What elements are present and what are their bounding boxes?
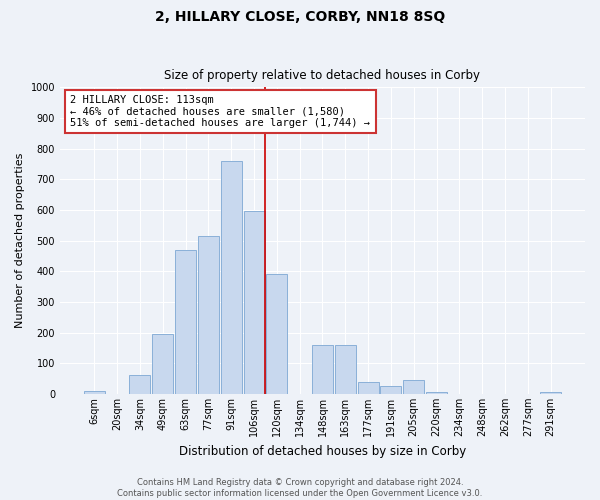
Bar — [130, 376, 151, 394]
Y-axis label: Number of detached properties: Number of detached properties — [15, 153, 25, 328]
Bar — [244, 212, 265, 394]
Bar — [426, 392, 447, 394]
Title: Size of property relative to detached houses in Corby: Size of property relative to detached ho… — [164, 69, 481, 82]
Text: 2, HILLARY CLOSE, CORBY, NN18 8SQ: 2, HILLARY CLOSE, CORBY, NN18 8SQ — [155, 10, 445, 24]
Bar — [335, 346, 356, 394]
Bar — [540, 392, 561, 394]
Bar — [198, 236, 219, 394]
Bar — [175, 250, 196, 394]
X-axis label: Distribution of detached houses by size in Corby: Distribution of detached houses by size … — [179, 444, 466, 458]
Bar — [266, 274, 287, 394]
Bar — [403, 380, 424, 394]
Text: Contains HM Land Registry data © Crown copyright and database right 2024.
Contai: Contains HM Land Registry data © Crown c… — [118, 478, 482, 498]
Bar — [84, 391, 105, 394]
Bar — [221, 161, 242, 394]
Bar — [380, 386, 401, 394]
Text: 2 HILLARY CLOSE: 113sqm
← 46% of detached houses are smaller (1,580)
51% of semi: 2 HILLARY CLOSE: 113sqm ← 46% of detache… — [70, 95, 370, 128]
Bar — [312, 346, 333, 394]
Bar — [152, 334, 173, 394]
Bar — [358, 382, 379, 394]
